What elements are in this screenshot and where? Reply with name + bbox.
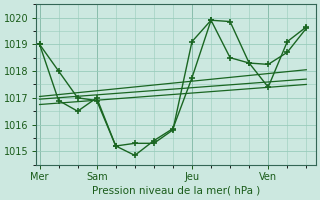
X-axis label: Pression niveau de la mer( hPa ): Pression niveau de la mer( hPa ) [92, 186, 260, 196]
